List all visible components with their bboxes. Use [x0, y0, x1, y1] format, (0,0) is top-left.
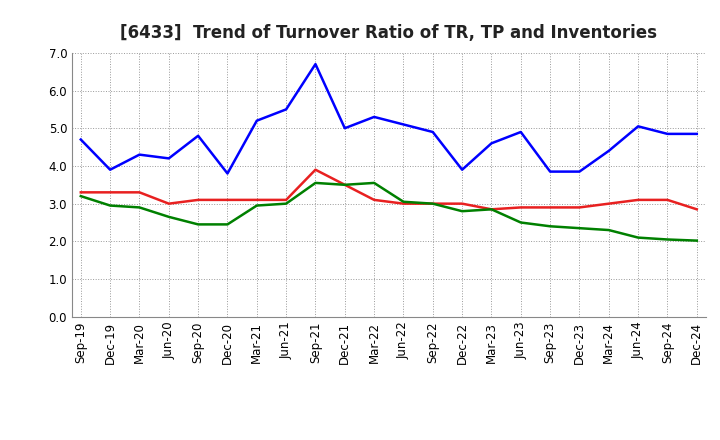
Trade Receivables [76, 190, 85, 195]
Line: Trade Payables: Trade Payables [81, 64, 697, 173]
Inventories [253, 203, 261, 208]
Trade Payables [282, 107, 290, 112]
Trade Receivables [106, 190, 114, 195]
Inventories [663, 237, 672, 242]
Trade Receivables [164, 201, 173, 206]
Trade Payables [164, 156, 173, 161]
Inventories [106, 203, 114, 208]
Trade Payables [428, 129, 437, 135]
Trade Receivables [487, 207, 496, 212]
Trade Payables [693, 131, 701, 136]
Trade Payables [605, 148, 613, 154]
Inventories [76, 194, 85, 199]
Inventories [575, 226, 584, 231]
Inventories [693, 238, 701, 243]
Trade Payables [253, 118, 261, 123]
Trade Payables [223, 171, 232, 176]
Inventories [223, 222, 232, 227]
Trade Receivables [341, 182, 349, 187]
Trade Payables [76, 137, 85, 142]
Trade Receivables [575, 205, 584, 210]
Trade Receivables [663, 197, 672, 202]
Inventories [311, 180, 320, 186]
Trade Receivables [194, 197, 202, 202]
Inventories [341, 182, 349, 187]
Trade Receivables [605, 201, 613, 206]
Trade Receivables [458, 201, 467, 206]
Trade Receivables [428, 201, 437, 206]
Trade Receivables [399, 201, 408, 206]
Inventories [399, 199, 408, 205]
Inventories [370, 180, 379, 186]
Trade Payables [487, 141, 496, 146]
Trade Payables [634, 124, 642, 129]
Inventories [194, 222, 202, 227]
Inventories [458, 209, 467, 214]
Line: Inventories: Inventories [81, 183, 697, 241]
Inventories [605, 227, 613, 233]
Trade Payables [546, 169, 554, 174]
Trade Receivables [253, 197, 261, 202]
Trade Receivables [546, 205, 554, 210]
Inventories [135, 205, 144, 210]
Trade Payables [458, 167, 467, 172]
Trade Receivables [135, 190, 144, 195]
Trade Payables [341, 125, 349, 131]
Trade Receivables [370, 197, 379, 202]
Trade Payables [311, 62, 320, 67]
Trade Payables [370, 114, 379, 120]
Inventories [428, 201, 437, 206]
Inventories [487, 207, 496, 212]
Trade Payables [516, 129, 525, 135]
Trade Receivables [634, 197, 642, 202]
Trade Receivables [223, 197, 232, 202]
Trade Payables [663, 131, 672, 136]
Trade Receivables [693, 207, 701, 212]
Inventories [546, 224, 554, 229]
Trade Payables [106, 167, 114, 172]
Trade Receivables [311, 167, 320, 172]
Inventories [282, 201, 290, 206]
Inventories [164, 214, 173, 220]
Trade Payables [135, 152, 144, 157]
Trade Payables [194, 133, 202, 139]
Inventories [516, 220, 525, 225]
Trade Receivables [282, 197, 290, 202]
Trade Payables [575, 169, 584, 174]
Trade Receivables [516, 205, 525, 210]
Inventories [634, 235, 642, 240]
Trade Payables [399, 122, 408, 127]
Line: Trade Receivables: Trade Receivables [81, 170, 697, 209]
Text: [6433]  Trend of Turnover Ratio of TR, TP and Inventories: [6433] Trend of Turnover Ratio of TR, TP… [120, 24, 657, 42]
